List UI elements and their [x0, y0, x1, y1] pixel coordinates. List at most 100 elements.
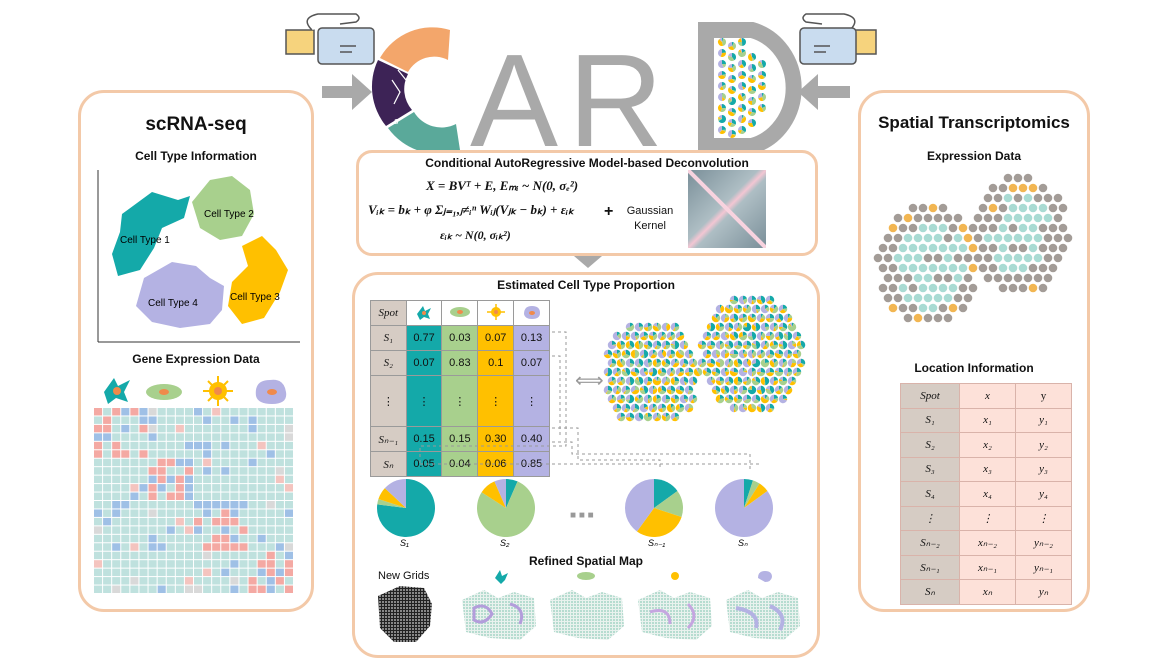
spot-dot	[1023, 253, 1033, 263]
heatmap-cell	[248, 560, 257, 568]
pie-slice	[778, 304, 783, 312]
pie-slice	[749, 68, 754, 72]
pie-slice	[675, 358, 678, 363]
pie-slice	[636, 363, 639, 367]
heatmap-cell	[157, 433, 166, 441]
location-x: x₁	[959, 407, 1016, 433]
location-spot: S₂	[900, 432, 960, 458]
heatmap-cell	[239, 585, 248, 593]
pie-slice	[720, 108, 726, 112]
spot-pie	[684, 349, 694, 359]
location-y: y₃	[1015, 456, 1072, 482]
pie-slice	[720, 342, 725, 349]
heatmap-cell	[266, 424, 275, 433]
heatmap-cell	[94, 408, 103, 416]
pie-slice	[666, 403, 673, 413]
spot-dot	[1043, 233, 1053, 243]
pie-slice	[735, 345, 742, 350]
pie-slice	[677, 372, 684, 377]
value-cell: 0.13	[513, 325, 550, 351]
spot-dot	[1018, 223, 1028, 233]
pie-slice	[738, 376, 743, 383]
spot-dot	[1038, 283, 1048, 293]
pie-slice	[715, 323, 720, 331]
pie-slice	[639, 376, 644, 385]
spot-pie	[625, 322, 635, 332]
table-row: S₄ x₄ y₄	[900, 481, 1072, 507]
pie-slice	[775, 390, 782, 395]
pie-slice	[716, 385, 721, 393]
heatmap-cell	[130, 450, 139, 458]
pie-slice	[648, 361, 653, 368]
spot-pie	[711, 385, 721, 395]
pie-slice	[725, 331, 729, 336]
pie-slice	[789, 322, 792, 327]
heatmap-cell	[103, 424, 112, 433]
spot-pie	[742, 358, 752, 368]
pie-slice	[756, 331, 762, 341]
pie-slice	[728, 327, 733, 332]
heatmap-cell	[121, 475, 130, 484]
pie-slice	[748, 313, 752, 318]
heatmap-cell	[203, 585, 212, 593]
pie-slice	[661, 359, 666, 367]
pie-slice	[718, 75, 726, 80]
hand-card-right-icon	[799, 13, 877, 65]
cell-type-3-label: Cell Type 3	[230, 292, 280, 303]
pie-slice	[752, 119, 756, 127]
pie-slice	[788, 313, 791, 318]
spot-pie	[756, 295, 766, 305]
pie-slice	[769, 307, 774, 313]
spot-dot	[953, 213, 963, 223]
pie-slice	[758, 82, 762, 86]
cell-type-2-label: Cell Type 2	[204, 209, 254, 220]
pie-slice	[761, 314, 766, 320]
spot-pie	[742, 340, 752, 350]
pie-slice	[675, 359, 680, 364]
pie-slice	[634, 378, 641, 386]
pie-slice	[740, 38, 742, 42]
location-y: ⋮	[1015, 505, 1072, 531]
pie-slice	[723, 317, 730, 323]
pie-slice	[627, 345, 633, 350]
spot-pie	[666, 331, 676, 341]
heatmap-cell	[266, 543, 275, 551]
heatmap-cell	[148, 534, 157, 543]
pie-slice	[715, 479, 773, 537]
pie-slice	[747, 331, 752, 337]
heatmap-cell	[112, 467, 121, 475]
refined-map-cell-type-1	[462, 570, 536, 640]
pie-slice	[774, 331, 779, 338]
pie-slice	[643, 322, 648, 328]
pie-slice	[783, 367, 788, 376]
pie-slice	[751, 403, 752, 408]
heatmap-cell	[212, 501, 221, 509]
heatmap-cell	[230, 433, 239, 441]
heatmap-cell	[184, 577, 193, 585]
pie-slice	[752, 295, 757, 300]
pie-slice	[743, 399, 747, 403]
spot-pie	[634, 358, 644, 368]
spot-pie	[661, 376, 671, 386]
pie-slice	[775, 318, 782, 323]
pie-slice	[734, 349, 739, 355]
pie-slice	[603, 367, 608, 375]
pie-slice	[730, 300, 738, 305]
spot-pie	[711, 349, 721, 359]
pie-slice	[653, 386, 658, 390]
heatmap-cell	[239, 424, 248, 433]
spot-dot	[1008, 203, 1018, 213]
pie-slice	[770, 344, 779, 350]
pie-slice	[774, 324, 779, 331]
heatmap-cell	[157, 424, 166, 433]
pie-slice	[654, 417, 661, 422]
pie-slice	[611, 363, 617, 368]
pie-slice	[770, 331, 774, 336]
pie-slice	[647, 325, 653, 332]
heatmap-cell	[248, 450, 257, 458]
pie-slice	[615, 390, 621, 395]
spot-dot	[933, 273, 943, 283]
logo-dot	[717, 82, 726, 91]
spot-dot	[1013, 193, 1023, 203]
spot-pie	[756, 349, 766, 359]
